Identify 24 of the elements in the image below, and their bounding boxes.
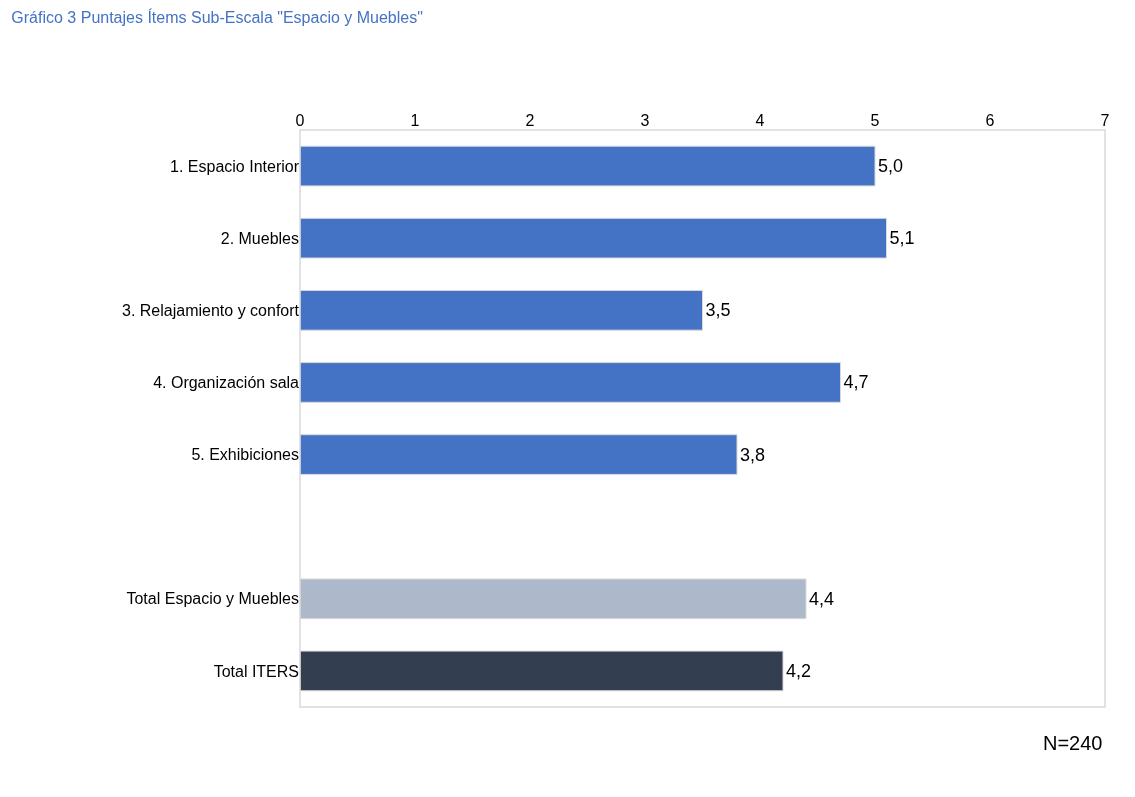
y-tick-label: 4. Organización sala bbox=[153, 374, 300, 392]
data-label: 3,8 bbox=[740, 444, 766, 465]
x-tick-label: 7 bbox=[1100, 111, 1110, 129]
y-tick-label: 3. Relajamiento y confort bbox=[122, 301, 300, 319]
data-label: 3,5 bbox=[705, 300, 731, 321]
x-tick-label: 5 bbox=[870, 111, 880, 129]
x-tick-label: 3 bbox=[640, 111, 650, 129]
data-label: 4,4 bbox=[809, 588, 835, 609]
y-tick-label: 2. Muebles bbox=[220, 229, 299, 247]
y-tick-label: 1. Espacio Interior bbox=[170, 157, 300, 175]
data-label: 4,7 bbox=[843, 372, 869, 393]
text: N=240 bbox=[1043, 732, 1103, 754]
x-tick-label: 1 bbox=[410, 111, 420, 129]
x-tick-label: 6 bbox=[985, 111, 995, 129]
data-label: 4,2 bbox=[786, 660, 812, 681]
chart-title: Gráfico 3 Puntajes Ítems Sub-Escala "Espacio y Muebles" bbox=[11, 8, 423, 27]
data-label: 5,0 bbox=[878, 156, 904, 177]
data-label: 5,1 bbox=[889, 228, 915, 249]
y-tick-label: 5. Exhibiciones bbox=[191, 446, 299, 464]
y-tick-label: Total ITERS bbox=[213, 662, 299, 680]
y-tick-label: Total Espacio y Muebles bbox=[126, 590, 299, 608]
x-tick-label: 2 bbox=[525, 111, 535, 129]
x-tick-label: 4 bbox=[755, 111, 765, 129]
x-tick-label: 0 bbox=[295, 111, 305, 129]
